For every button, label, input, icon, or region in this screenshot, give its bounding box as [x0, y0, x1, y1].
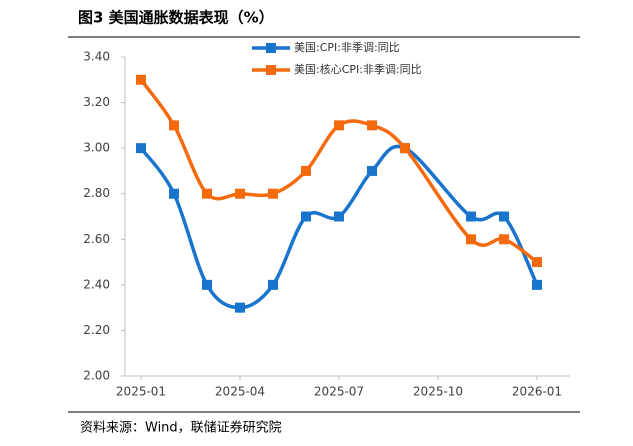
marker [499, 211, 509, 222]
marker [136, 74, 146, 85]
marker [235, 188, 245, 199]
marker [499, 234, 509, 245]
y-tick-label: 2.40 [83, 277, 110, 291]
y-tick-label: 2.20 [83, 323, 110, 337]
marker [268, 279, 278, 290]
y-tick-label: 2.80 [83, 186, 110, 200]
source: 资料来源：Wind，联储证券研究院 [80, 420, 282, 436]
legend-marker [266, 65, 276, 75]
series-line [139, 78, 539, 264]
legend-label: 美国:CPI:非季调:同比 [294, 41, 400, 54]
x-tick-label: 2025-10 [413, 385, 463, 399]
marker [532, 279, 542, 290]
y-tick-label: 3.00 [83, 141, 110, 155]
legend-marker [266, 43, 276, 53]
marker [136, 143, 146, 154]
x-tick-label: 2025-04 [215, 385, 265, 399]
x-tick-label: 2026-01 [512, 385, 562, 399]
marker [367, 165, 377, 176]
marker [367, 120, 377, 131]
y-tick-label: 2.00 [83, 369, 110, 383]
marker [301, 211, 311, 222]
marker [235, 302, 245, 313]
marker [334, 120, 344, 131]
y-tick-label: 3.40 [83, 50, 110, 64]
marker [202, 279, 212, 290]
marker [169, 120, 179, 131]
chart-title: 图3 美国通胀数据表现（%） [78, 9, 274, 27]
marker [466, 234, 476, 245]
y-tick-label: 2.60 [83, 232, 110, 246]
x-tick-label: 2025-01 [116, 385, 166, 399]
series-line [139, 144, 539, 310]
marker [334, 211, 344, 222]
marker [466, 211, 476, 222]
legend-label: 美国:核心CPI:非季调:同比 [294, 62, 422, 76]
y-tick-label: 3.20 [83, 95, 110, 109]
marker [169, 188, 179, 199]
marker [301, 165, 311, 176]
marker [400, 143, 410, 154]
marker [202, 188, 212, 199]
x-tick-label: 2025-07 [314, 385, 364, 399]
marker [532, 257, 542, 268]
marker [268, 188, 278, 199]
